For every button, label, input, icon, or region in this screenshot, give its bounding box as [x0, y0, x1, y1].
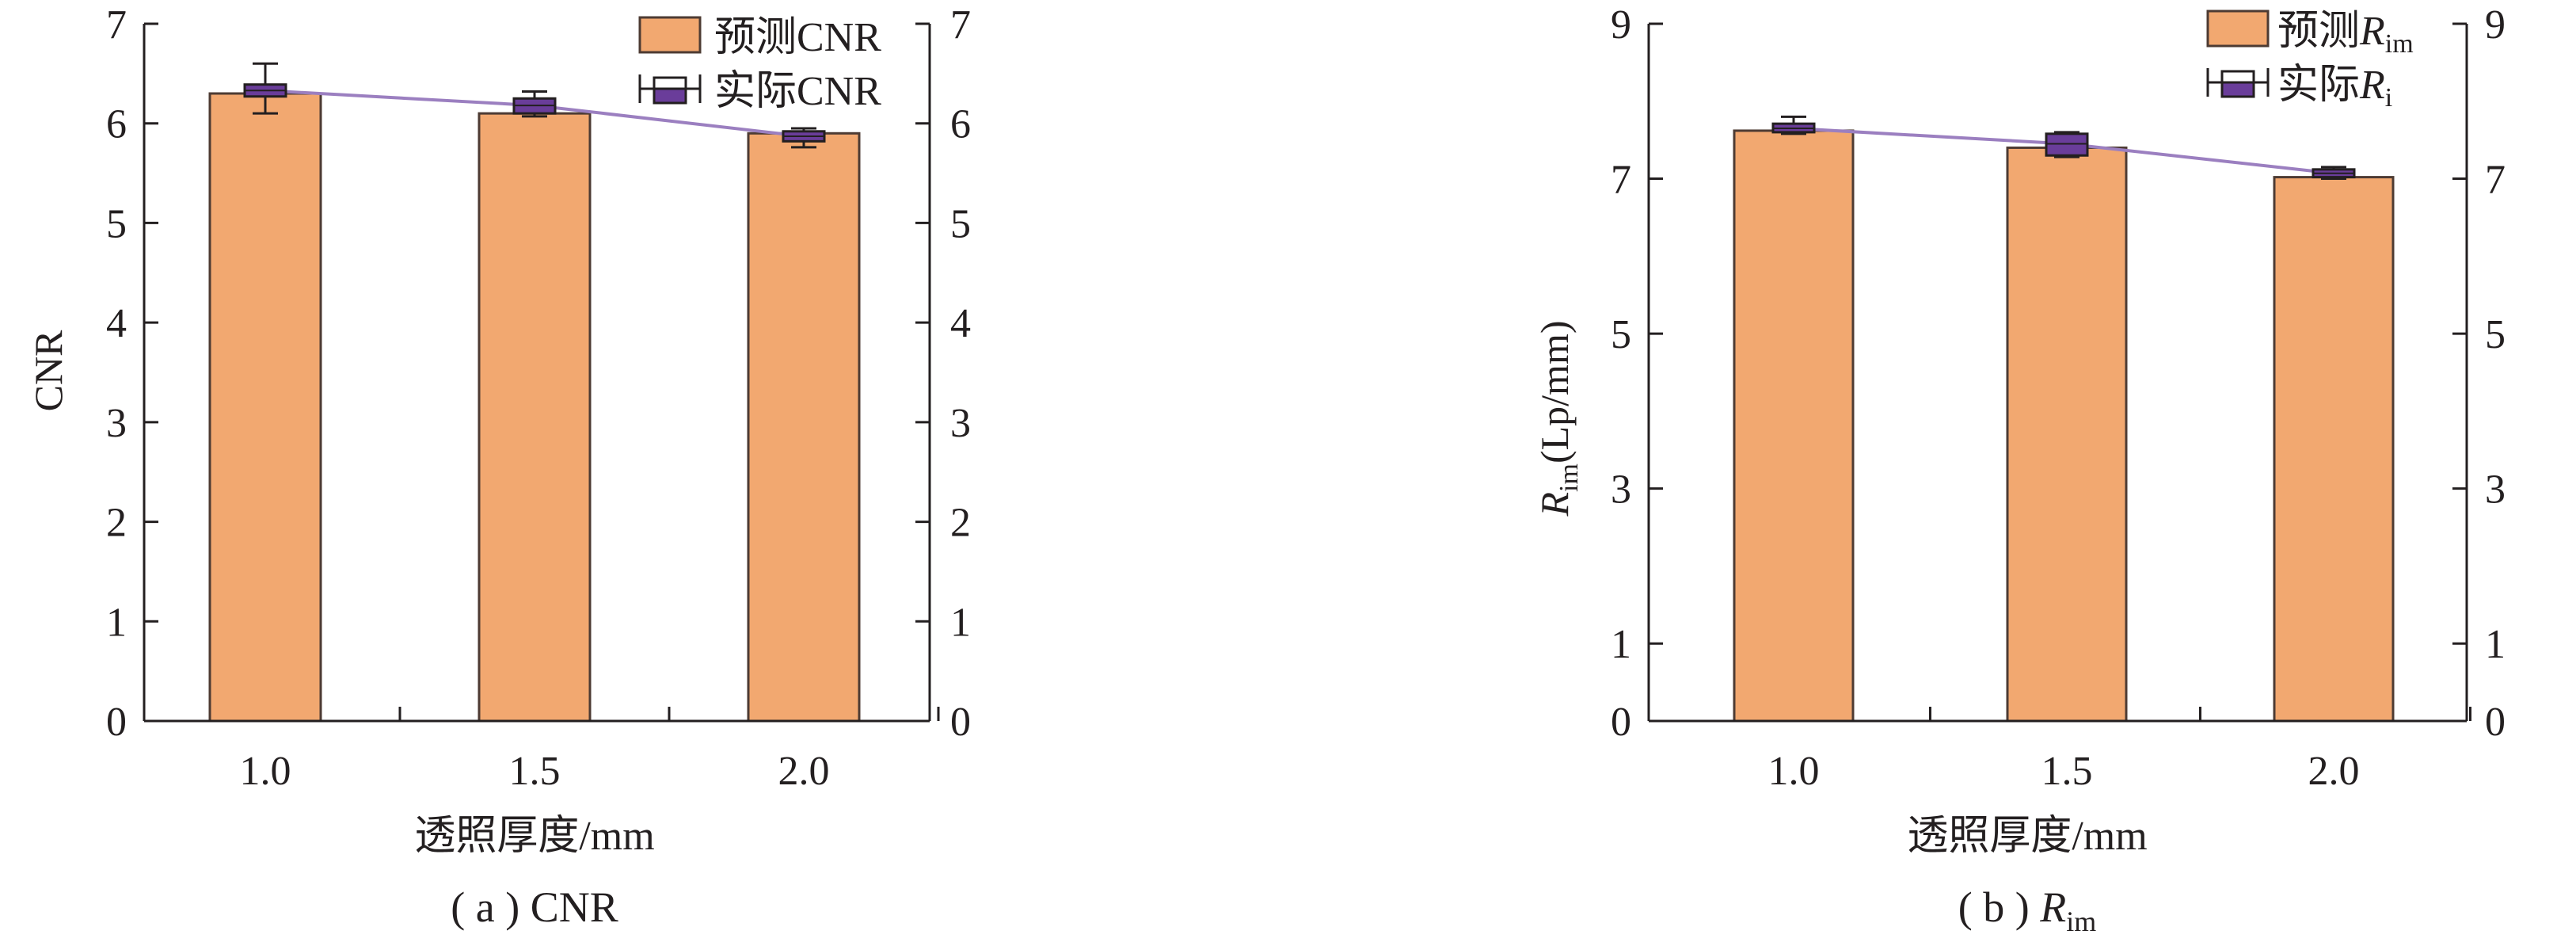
y2-tick-label: 3 [950, 401, 971, 446]
y-tick-label: 9 [1611, 2, 1631, 48]
legend: 预测CNR 实际CNR [638, 15, 881, 114]
y-tick-labels: 0 1 2 3 4 5 6 7 [106, 2, 127, 745]
y2-tick-label: 4 [950, 301, 971, 346]
y-tick-label: 6 [106, 102, 127, 147]
actual-series-group [243, 62, 826, 149]
legend-label-actual: 实际CNR [714, 69, 881, 114]
y-axis-label: CNR [26, 330, 70, 411]
y-tick-label: 2 [106, 501, 127, 546]
y-tick-label: 3 [1611, 467, 1631, 513]
y-tick-label: 1 [1611, 622, 1631, 667]
legend-swatch-predicted [638, 16, 702, 54]
x-tick-label: 2.0 [778, 749, 830, 794]
y2-tick-label: 3 [2485, 467, 2506, 513]
legend-label-predicted: 预测Rim [2277, 9, 2414, 59]
actual-series-group [1771, 115, 2356, 181]
x-tick-label: 1.5 [2041, 749, 2093, 794]
x-axis-label: 透照厚度/mm [414, 814, 654, 859]
y-axis-label-tail: (Lp/mm) [1532, 321, 1577, 464]
y2-tick-label: 6 [950, 102, 971, 147]
axes [1647, 22, 2471, 723]
y-axis-label-sub: im [1554, 463, 1584, 492]
legend: 预测Rim 实际Ri [2206, 9, 2414, 113]
y2-tick-label: 5 [2485, 312, 2506, 357]
y2-tick-label: 9 [2485, 2, 2506, 48]
y2-tick-labels: 0 1 2 3 4 5 6 7 [950, 2, 971, 745]
bar-group [1733, 129, 2395, 723]
x-tick-label: 1.5 [509, 749, 561, 794]
legend-swatch-predicted [2206, 10, 2270, 48]
x-tick-labels: 1.0 1.5 2.0 [240, 749, 830, 794]
caption: ( a ) CNR [451, 883, 618, 931]
y-tick-label: 7 [106, 2, 127, 48]
actual-point-1.0 [243, 62, 287, 115]
actual-point-2.0 [2312, 166, 2356, 181]
y-tick-label: 4 [106, 301, 127, 346]
actual-point-2.0 [782, 127, 826, 149]
actual-point-1.5 [512, 90, 557, 118]
x-tick-labels: 1.0 1.5 2.0 [1768, 749, 2360, 794]
y-tick-label: 1 [106, 600, 127, 645]
y-tick-label: 0 [106, 700, 127, 745]
actual-point-1.5 [2045, 131, 2089, 158]
x-axis-label: 透照厚度/mm [1907, 814, 2147, 859]
bar-2.0 [2273, 176, 2395, 723]
y2-tick-label: 0 [2485, 700, 2506, 745]
y-tick-label: 0 [1611, 700, 1631, 745]
y2-tick-label: 5 [950, 201, 971, 246]
bar-1.5 [2006, 146, 2128, 723]
y2-tick-label: 0 [950, 700, 971, 745]
bar-1.0 [208, 92, 322, 723]
legend-swatch-actual [638, 74, 702, 105]
legend-swatch-actual [2206, 68, 2270, 98]
caption: ( b ) Rim [1958, 883, 2096, 937]
caption-main: R [2039, 883, 2066, 931]
y-tick-label: 5 [106, 201, 127, 246]
bar-1.0 [1733, 129, 1855, 723]
caption-sub: im [2066, 906, 2096, 937]
x-tick-label: 1.0 [1768, 749, 1820, 794]
caption-prefix: ( b ) [1958, 883, 2040, 931]
y-tick-label: 5 [1611, 312, 1631, 357]
y2-tick-label: 2 [950, 501, 971, 546]
bar-1.5 [478, 112, 592, 723]
legend-label-predicted: 预测CNR [714, 15, 881, 60]
y-tick-label: 7 [1611, 158, 1631, 203]
y2-tick-label: 7 [950, 2, 971, 48]
y-tick-label: 3 [106, 401, 127, 446]
x-tick-label: 2.0 [2308, 749, 2360, 794]
y2-tick-label: 1 [2485, 622, 2506, 667]
y2-tick-labels: 0 1 3 5 7 9 [2485, 2, 2506, 745]
y-axis-label-main: R [1532, 492, 1577, 517]
y2-tick-label: 1 [950, 600, 971, 645]
actual-point-1.0 [1771, 115, 1816, 135]
bar-group [208, 92, 861, 723]
y-tick-labels: 0 1 3 5 7 9 [1611, 2, 1631, 745]
bar-2.0 [747, 132, 861, 723]
axes [143, 22, 940, 723]
legend-label-actual: 实际Ri [2277, 63, 2392, 113]
y-axis-label: Rim(Lp/mm) [1532, 321, 1584, 517]
x-tick-label: 1.0 [240, 749, 291, 794]
y2-tick-label: 7 [2485, 158, 2506, 203]
